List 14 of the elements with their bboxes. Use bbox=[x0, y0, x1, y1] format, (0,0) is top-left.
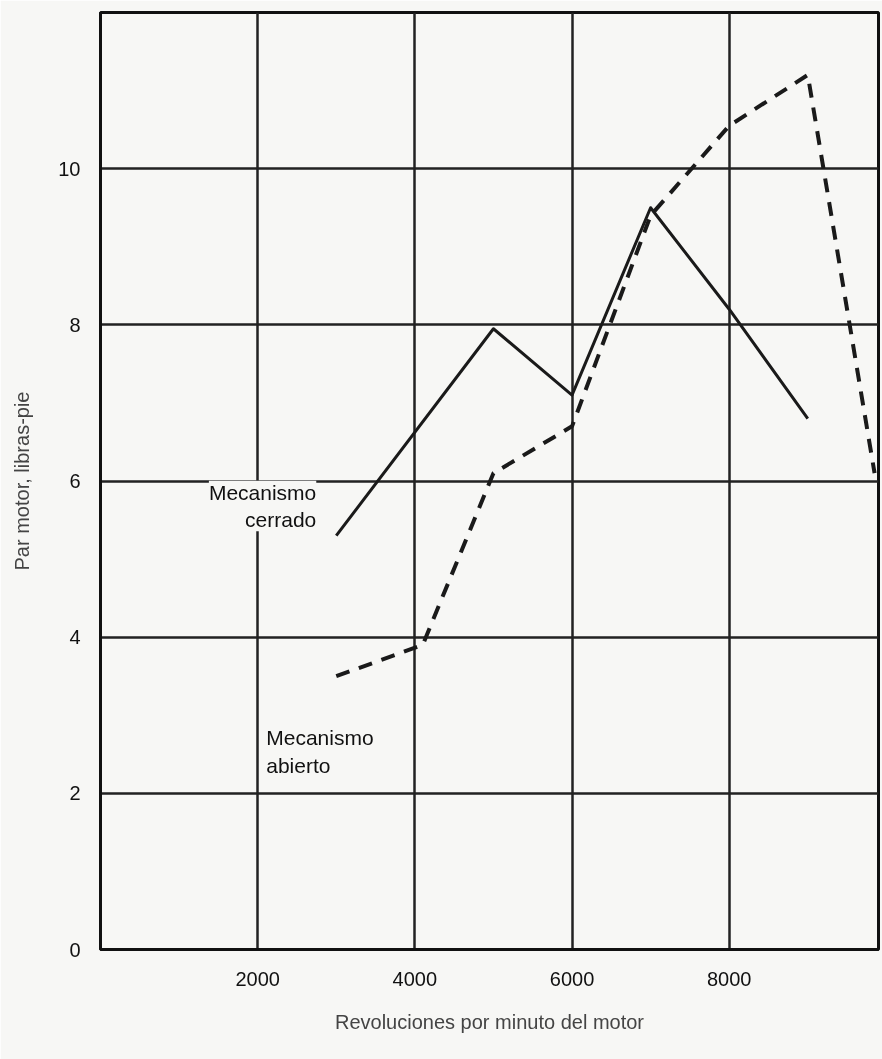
text: Mecanismo abierto bbox=[266, 726, 374, 777]
x-tick-label: 2000 bbox=[235, 967, 280, 990]
x-axis-title: Revoluciones por minuto del motor bbox=[334, 1010, 645, 1033]
x-tick-label: 6000 bbox=[549, 967, 595, 990]
x-tick-label: 8000 bbox=[706, 967, 752, 990]
y-tick-label: 4 bbox=[69, 626, 81, 649]
x-tick-label: 4000 bbox=[392, 967, 438, 990]
y-tick-label: 0 bbox=[69, 938, 81, 961]
y-tick-label: 2 bbox=[69, 782, 81, 805]
y-tick-label: 8 bbox=[69, 313, 81, 336]
y-tick-label: 6 bbox=[69, 470, 81, 492]
y-tick-label: 10 bbox=[58, 157, 81, 180]
y-axis-title: Par motor, libras-pie bbox=[11, 391, 34, 571]
series-label: Mecanismo cerrado bbox=[208, 480, 317, 532]
